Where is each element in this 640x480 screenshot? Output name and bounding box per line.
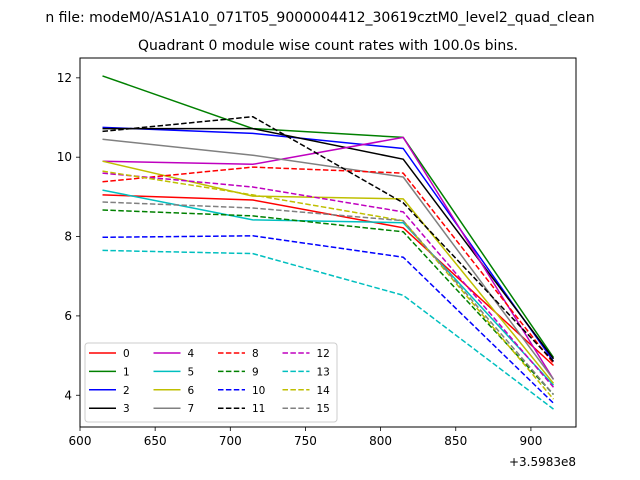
legend-label: 14 [317, 385, 331, 397]
legend-entry-8: 8 [218, 348, 259, 360]
series-line-13 [102, 249, 554, 410]
legend-entry-1: 1 [89, 366, 130, 378]
axes-frame [79, 57, 577, 428]
legend-entry-0: 0 [89, 348, 130, 360]
y-tick-label: 6 [64, 309, 72, 323]
series-line-8 [102, 166, 555, 364]
series-line-9 [102, 209, 555, 396]
legend-label: 0 [123, 348, 130, 360]
legend-entry-6: 6 [153, 385, 195, 397]
x-axis: 600 650 700 750 800 850 900 [69, 427, 542, 448]
legend-entry-15: 15 [282, 403, 330, 415]
y-tick-label: 8 [64, 230, 72, 244]
x-tick-label: 600 [69, 434, 92, 448]
series-line-14 [102, 170, 555, 400]
y-tick-label: 4 [64, 388, 72, 402]
legend-entry-4: 4 [153, 348, 195, 360]
legend-label: 2 [123, 385, 130, 397]
series-line-15 [102, 201, 555, 395]
legend-entry-7: 7 [153, 403, 195, 415]
legend-label: 5 [188, 366, 195, 378]
legend-label: 13 [317, 366, 330, 378]
legend-label: 12 [317, 348, 330, 360]
legend-label: 11 [252, 403, 265, 415]
legend-entry-13: 13 [282, 366, 330, 378]
series-line-11 [102, 115, 555, 363]
chart-title: Quadrant 0 module wise count rates with … [138, 38, 518, 54]
legend-label: 9 [252, 366, 259, 378]
legend-label: 1 [123, 366, 130, 378]
legend-entry-3: 3 [89, 403, 130, 415]
series-line-4 [102, 136, 555, 380]
series-line-6 [102, 160, 555, 384]
x-tick-label: 750 [294, 434, 317, 448]
x-tick-label: 800 [369, 434, 392, 448]
y-tick-label: 12 [57, 71, 72, 85]
legend-box [84, 342, 338, 423]
figure-suptitle: n file: modeM0/AS1A10_071T05_9000004412_… [45, 10, 594, 26]
legend-label: 8 [252, 348, 259, 360]
legend-entry-11: 11 [218, 403, 265, 415]
legend-entry-12: 12 [282, 348, 330, 360]
x-tick-label: 850 [444, 434, 467, 448]
legend-label: 7 [188, 403, 195, 415]
series-line-1 [102, 75, 555, 359]
series-line-10 [102, 235, 555, 404]
series-lines [102, 75, 555, 410]
legend-entry-10: 10 [218, 385, 265, 397]
legend-entry-9: 9 [218, 366, 259, 378]
legend-label: 10 [252, 385, 265, 397]
legend-entry-5: 5 [153, 366, 195, 378]
legend-label: 15 [317, 403, 330, 415]
legend-label: 3 [123, 403, 130, 415]
x-tick-label: 900 [519, 434, 542, 448]
x-tick-label: 700 [219, 434, 242, 448]
y-axis: 4 6 8 10 12 [57, 71, 80, 402]
series-line-2 [102, 126, 555, 362]
legend-label: 4 [188, 348, 195, 360]
series-line-12 [102, 172, 555, 388]
series-line-7 [102, 138, 555, 380]
legend-label: 6 [188, 385, 195, 397]
x-offset-label: +3.5983e8 [509, 455, 576, 469]
legend-entry-14: 14 [282, 385, 331, 397]
legend-entry-2: 2 [89, 385, 130, 397]
x-tick-label: 650 [144, 434, 167, 448]
y-tick-label: 10 [57, 150, 72, 164]
